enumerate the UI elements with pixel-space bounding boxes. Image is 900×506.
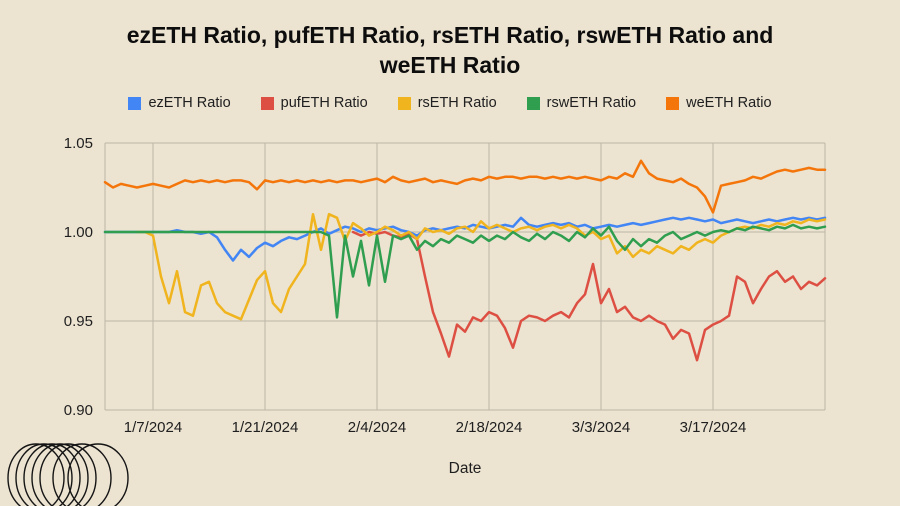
coil-circle [67,443,129,506]
legend-swatch [128,96,142,110]
x-tick-label: 3/3/2024 [572,419,630,436]
x-tick-label: 1/21/2024 [232,419,299,436]
legend-label: weETH Ratio [686,95,772,111]
coil-logo [7,443,129,506]
legend-swatch [260,96,274,110]
y-tick-label: 1.00 [64,224,93,241]
legend-label: rsETH Ratio [417,95,497,111]
legend-item-ezETH: ezETH Ratio [128,95,231,111]
legend-item-rswETH: rswETH Ratio [526,95,637,111]
x-tick-label: 2/4/2024 [348,419,406,436]
legend-label: pufETH Ratio [280,95,368,111]
y-tick-label: 0.95 [64,313,93,330]
chart-title-line1: ezETH Ratio, pufETH Ratio, rsETH Ratio, … [126,22,774,48]
legend: ezETH Ratio pufETH Ratio rsETH Ratio rswETH… [0,95,900,111]
coil-circle [7,443,65,506]
coil-circle [15,443,73,506]
y-tick-label: 0.90 [64,402,93,419]
legend-item-weETH: weETH Ratio [666,95,772,111]
x-tick-label: 2/18/2024 [456,419,523,436]
series-line-pufETH [351,230,827,362]
legend-swatch [666,96,680,110]
series-line-rsETH [135,212,827,321]
legend-label: rswETH Ratio [546,95,637,111]
series-line-ezETH [103,216,827,262]
coil-circle [23,443,81,506]
x-axis-title: Date [448,460,482,477]
coil-circle [52,443,112,506]
legend-item-rsETH: rsETH Ratio [397,95,497,111]
chart-title: ezETH Ratio, pufETH Ratio, rsETH Ratio, … [60,20,840,81]
x-tick-label: 3/17/2024 [680,419,747,436]
legend-swatch [526,96,540,110]
series-line-weETH [103,159,827,214]
legend-label: ezETH Ratio [148,95,231,111]
coil-circle [31,443,89,506]
legend-item-pufETH: pufETH Ratio [260,95,368,111]
legend-swatch [397,96,411,110]
series-line-rswETH [103,223,827,319]
coil-circle [39,443,97,506]
y-tick-label: 1.05 [64,135,93,152]
x-tick-label: 1/7/2024 [124,419,182,436]
chart-title-line2: weETH Ratio [379,52,521,79]
